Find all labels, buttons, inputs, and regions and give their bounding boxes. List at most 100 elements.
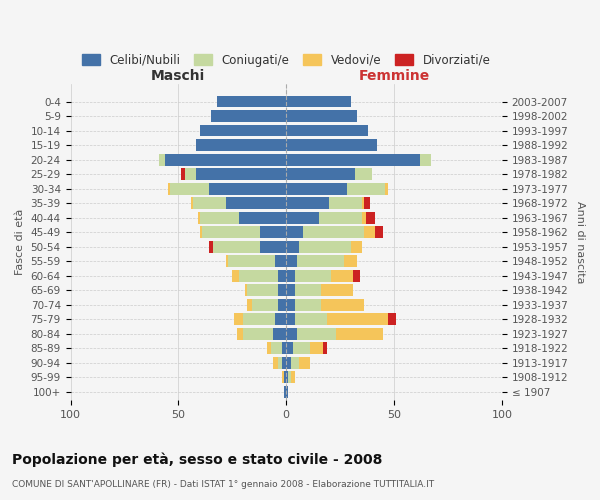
Text: Maschi: Maschi <box>151 68 205 82</box>
Bar <box>362 197 364 209</box>
Bar <box>286 212 319 224</box>
Bar <box>289 371 290 383</box>
Bar <box>364 197 370 209</box>
Bar <box>226 255 228 267</box>
Bar <box>232 270 239 281</box>
Bar <box>267 342 271 354</box>
Bar <box>319 212 362 224</box>
Bar <box>200 124 286 136</box>
Bar <box>286 168 355 180</box>
Bar <box>388 313 396 325</box>
Bar <box>347 182 385 194</box>
Bar <box>284 386 286 398</box>
Text: COMUNE DI SANT'APOLLINARE (FR) - Dati ISTAT 1° gennaio 2008 - Elaborazione TUTTI: COMUNE DI SANT'APOLLINARE (FR) - Dati IS… <box>12 480 434 489</box>
Bar <box>202 226 260 238</box>
Bar <box>310 342 323 354</box>
Bar <box>191 197 193 209</box>
Bar <box>286 110 358 122</box>
Bar <box>278 284 286 296</box>
Bar <box>181 168 185 180</box>
Bar <box>327 313 388 325</box>
Bar <box>260 226 286 238</box>
Y-axis label: Fasce di età: Fasce di età <box>15 209 25 276</box>
Bar <box>226 197 286 209</box>
Bar <box>353 270 359 281</box>
Bar <box>209 182 286 194</box>
Bar <box>286 270 295 281</box>
Bar <box>275 255 286 267</box>
Bar <box>170 182 209 194</box>
Bar <box>323 342 327 354</box>
Bar <box>239 212 286 224</box>
Bar <box>297 328 336 340</box>
Bar <box>286 182 347 194</box>
Bar <box>213 240 260 252</box>
Bar <box>336 328 383 340</box>
Legend: Celibi/Nubili, Coniugati/e, Vedovi/e, Divorziati/e: Celibi/Nubili, Coniugati/e, Vedovi/e, Di… <box>77 49 495 72</box>
Bar <box>185 168 196 180</box>
Bar <box>243 313 275 325</box>
Bar <box>282 371 284 383</box>
Y-axis label: Anni di nascita: Anni di nascita <box>575 201 585 283</box>
Bar <box>245 284 247 296</box>
Bar <box>239 270 278 281</box>
Bar <box>286 342 293 354</box>
Bar <box>290 356 299 368</box>
Bar <box>260 240 286 252</box>
Bar <box>351 240 362 252</box>
Bar <box>290 371 295 383</box>
Bar <box>286 124 368 136</box>
Bar <box>295 313 327 325</box>
Bar <box>159 154 166 166</box>
Bar <box>282 342 286 354</box>
Bar <box>299 356 310 368</box>
Bar <box>286 386 289 398</box>
Bar <box>217 96 286 108</box>
Bar <box>236 328 243 340</box>
Bar <box>420 154 431 166</box>
Bar <box>321 298 364 310</box>
Bar <box>273 356 278 368</box>
Bar <box>251 298 278 310</box>
Bar <box>278 356 282 368</box>
Bar <box>366 212 374 224</box>
Bar <box>286 226 304 238</box>
Bar <box>243 328 273 340</box>
Bar <box>364 226 374 238</box>
Bar <box>275 313 286 325</box>
Bar <box>271 342 282 354</box>
Bar <box>211 110 286 122</box>
Bar <box>228 255 275 267</box>
Bar <box>166 154 286 166</box>
Bar <box>247 298 251 310</box>
Bar <box>297 255 344 267</box>
Bar <box>286 255 297 267</box>
Bar <box>235 313 243 325</box>
Bar <box>196 168 286 180</box>
Bar <box>286 96 351 108</box>
Bar <box>329 197 362 209</box>
Text: Femmine: Femmine <box>358 68 430 82</box>
Bar <box>374 226 383 238</box>
Bar <box>286 154 420 166</box>
Bar <box>362 212 366 224</box>
Bar <box>284 371 286 383</box>
Bar <box>247 284 278 296</box>
Bar <box>321 284 353 296</box>
Bar <box>331 270 353 281</box>
Bar <box>198 212 200 224</box>
Bar <box>355 168 373 180</box>
Bar <box>286 356 290 368</box>
Bar <box>209 240 213 252</box>
Bar <box>200 226 202 238</box>
Bar <box>278 270 286 281</box>
Bar <box>167 182 170 194</box>
Bar <box>304 226 364 238</box>
Bar <box>286 313 295 325</box>
Text: Popolazione per età, sesso e stato civile - 2008: Popolazione per età, sesso e stato civil… <box>12 452 382 467</box>
Bar <box>286 284 295 296</box>
Bar <box>293 342 310 354</box>
Bar <box>286 139 377 151</box>
Bar <box>286 197 329 209</box>
Bar <box>273 328 286 340</box>
